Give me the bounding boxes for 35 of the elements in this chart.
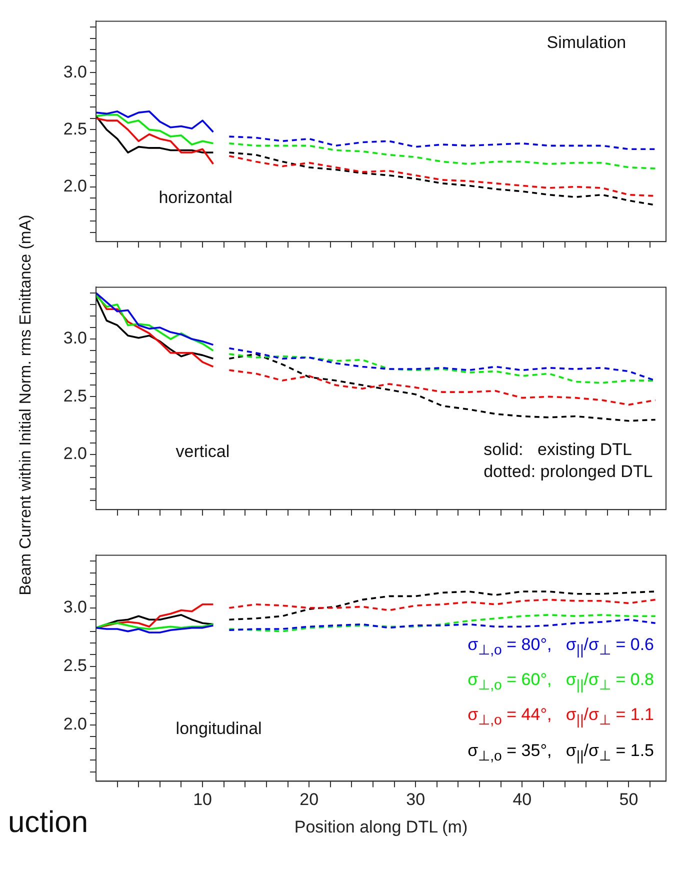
annotation: longitudinal	[176, 719, 262, 740]
y-tick-label: 3.0	[63, 62, 87, 82]
x-axis-title: Position along DTL (m)	[294, 817, 468, 836]
x-tick-label: 50	[619, 790, 638, 810]
y-tick-label: 2.5	[63, 656, 87, 676]
annotation: solid: existing DTL	[484, 440, 632, 460]
x-tick-label: 20	[300, 790, 319, 810]
y-tick-label: 3.0	[63, 328, 87, 348]
y-axis-title: Beam Current within Initial Norm. rms Emittance (mA)	[17, 214, 35, 596]
annotation: Simulation	[546, 33, 626, 54]
x-tick-label: 40	[512, 790, 532, 810]
y-tick-label: 3.0	[63, 598, 87, 617]
text: σ$_{⊥,o}$ = 44°, σ$_{||}$/σ$_{⊥}$ = 1.1	[468, 704, 654, 731]
text: σ$_{⊥,o}$ = 60°, σ$_{||}$/σ$_{⊥}$ = 0.8	[468, 669, 654, 696]
text: σ$_{⊥,o}$ = 35°, σ$_{||}$/σ$_{⊥}$ = 1.5	[468, 740, 654, 766]
text: uction	[8, 806, 88, 839]
x-tick-label: 30	[406, 790, 426, 810]
annotation: vertical	[176, 442, 230, 462]
x-tick-label: 10	[193, 790, 212, 810]
annotation: dotted: prolonged DTL	[484, 462, 653, 482]
y-tick-label: 2.0	[63, 176, 87, 196]
line-series	[228, 353, 656, 422]
line-series	[228, 618, 656, 632]
line-series	[228, 614, 656, 632]
y-tick-label: 2.5	[63, 386, 87, 406]
line-series	[228, 590, 656, 621]
line-series	[228, 142, 656, 170]
y-tick-label: 2.0	[63, 714, 87, 734]
annotation: horizontal	[158, 188, 232, 208]
y-tick-label: 2.0	[63, 444, 87, 463]
text: σ$_{⊥,o}$ = 80°, σ$_{||}$/σ$_{⊥}$ = 0.6	[468, 634, 654, 660]
y-tick-label: 2.5	[63, 119, 87, 138]
line-series	[228, 136, 656, 150]
line-series	[228, 369, 656, 406]
line-series	[228, 598, 656, 612]
